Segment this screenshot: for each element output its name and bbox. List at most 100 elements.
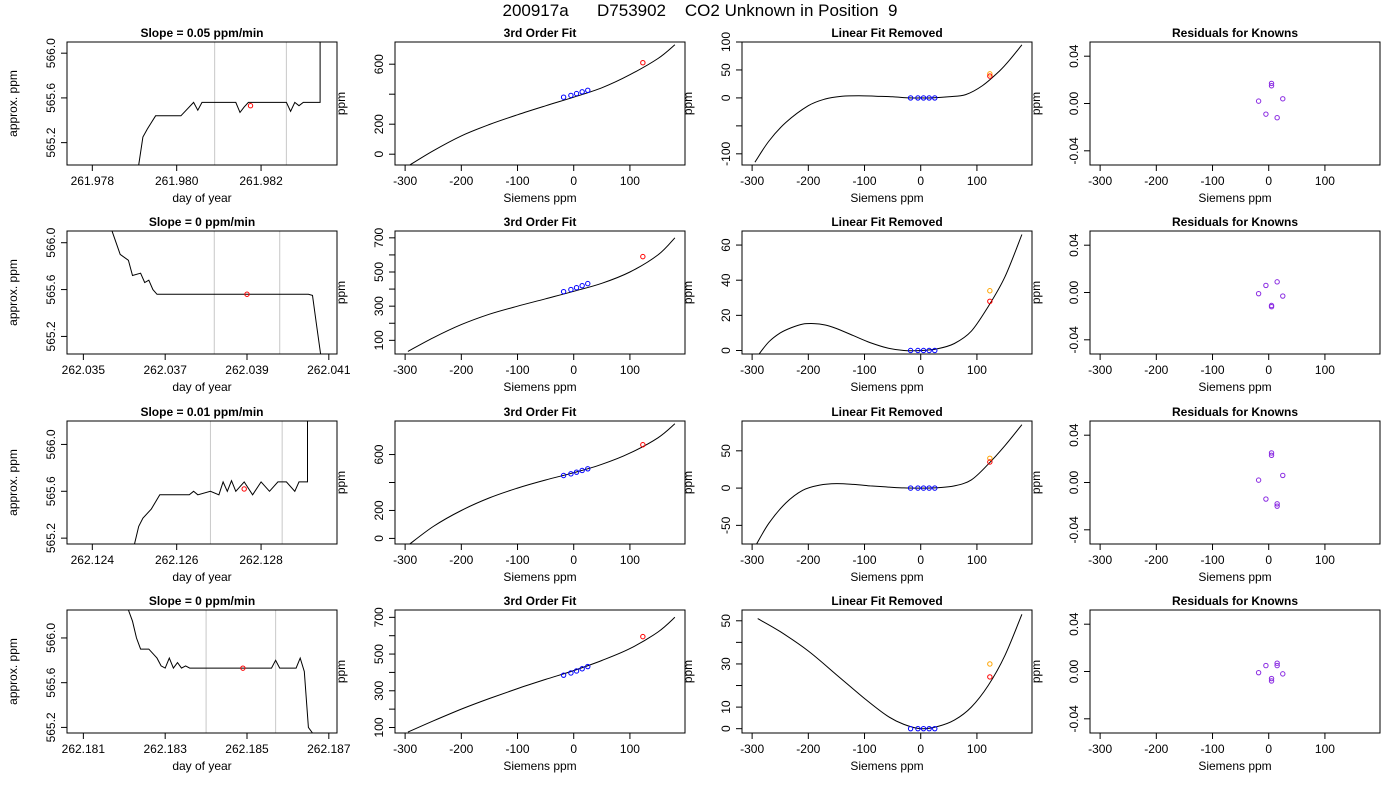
x-tick-label: 100 xyxy=(1315,553,1335,567)
x-tick-label: -200 xyxy=(449,742,473,756)
y-tick-label: -100 xyxy=(719,141,733,165)
ppm-trace-line xyxy=(138,42,321,165)
ppm-trace-line xyxy=(111,231,322,354)
y-tick-label: 10 xyxy=(719,700,733,714)
y-tick-label: 566.0 xyxy=(44,38,58,68)
residual-point xyxy=(1274,662,1280,669)
known-point xyxy=(915,347,921,354)
x-tick-label: -200 xyxy=(1144,363,1168,377)
known-point xyxy=(585,280,591,287)
y-tick-label: 100 xyxy=(372,717,386,737)
y-axis-label: ppm xyxy=(1029,92,1043,115)
plot-frame xyxy=(1089,41,1381,166)
residual-point xyxy=(1255,477,1262,483)
y-tick-label: 200 xyxy=(372,500,386,520)
known-point xyxy=(932,347,938,354)
panel-r1-c2: 3rd Order Fit Siemens ppm ppm -300 -200 -100 0… xyxy=(334,26,686,205)
residual-point xyxy=(1274,501,1280,507)
plot-area xyxy=(407,616,676,733)
plot-area xyxy=(408,44,676,165)
x-tick-label: 0 xyxy=(1265,363,1272,377)
y-tick-label: 566.0 xyxy=(44,227,58,257)
plot-frame xyxy=(1089,420,1381,545)
residual-point xyxy=(1268,83,1275,89)
x-tick-label: 100 xyxy=(620,553,640,567)
x-tick-label: -300 xyxy=(740,363,764,377)
panel-r3-c4: Residuals for Knowns Siemens ppm ppm -300 -2… xyxy=(1029,405,1381,584)
y-tick-label: 0.04 xyxy=(1067,233,1081,257)
residual-point xyxy=(1280,293,1286,299)
x-tick-label: -200 xyxy=(1144,742,1168,756)
y-axis-label: ppm xyxy=(681,281,695,304)
plot-frame xyxy=(394,41,686,166)
y-tick-label: 300 xyxy=(372,296,386,316)
unknown_raw-point xyxy=(987,661,993,667)
plot-frame xyxy=(66,230,338,355)
y-tick-label: 100 xyxy=(719,32,733,52)
known-point xyxy=(907,725,914,732)
x-tick-label: 0 xyxy=(1265,742,1272,756)
unknown_fit-point xyxy=(987,298,993,304)
x-tick-label: -200 xyxy=(449,174,473,188)
x-axis-label: Siemens ppm xyxy=(1198,570,1271,584)
ppm-trace-line xyxy=(134,421,308,544)
x-axis-label: day of year xyxy=(172,191,231,205)
x-tick-label: 262.035 xyxy=(62,363,106,377)
residual-point xyxy=(1280,671,1286,677)
x-tick-label: -300 xyxy=(1088,174,1112,188)
panel-r2-c4: Residuals for Knowns Siemens ppm ppm -300 -2… xyxy=(1029,215,1381,394)
x-tick-label: 261.980 xyxy=(155,174,199,188)
residual-point xyxy=(1268,450,1275,456)
y-axis-label: approx. ppm xyxy=(6,259,20,326)
x-tick-label: -300 xyxy=(740,742,764,756)
y-tick-label: 0.00 xyxy=(1067,470,1081,494)
panel-r4-c4: Residuals for Knowns Siemens ppm ppm -300 -2… xyxy=(1029,594,1381,773)
y-axis-label: ppm xyxy=(681,471,695,494)
y-tick-label: 600 xyxy=(372,54,386,74)
x-tick-label: 262.124 xyxy=(71,553,115,567)
x-axis-label: Siemens ppm xyxy=(503,759,576,773)
x-tick-label: -300 xyxy=(1088,553,1112,567)
residual-point xyxy=(1268,302,1275,309)
x-tick-label: 100 xyxy=(967,174,987,188)
y-tick-label: -0.04 xyxy=(1067,705,1081,733)
residual-point xyxy=(1274,660,1280,666)
x-tick-label: 100 xyxy=(1315,363,1335,377)
panel-title: Residuals for Knowns xyxy=(1172,405,1298,419)
plot-area xyxy=(1255,80,1286,121)
x-axis-label: Siemens ppm xyxy=(850,191,923,205)
plot-frame xyxy=(1089,609,1381,734)
x-tick-label: 100 xyxy=(967,553,987,567)
y-axis-label: ppm xyxy=(681,92,695,115)
x-tick-label: 100 xyxy=(967,363,987,377)
known-point xyxy=(585,663,591,670)
panel-title: 3rd Order Fit xyxy=(504,215,577,229)
y-tick-label: 565.2 xyxy=(44,321,58,351)
panel-r4-c3: Linear Fit Removed Siemens ppm ppm -300 -200… xyxy=(681,594,1033,773)
panel-title: Slope = 0 ppm/min xyxy=(149,215,255,229)
x-tick-label: 261.982 xyxy=(239,174,283,188)
panel-r4-c2: 3rd Order Fit Siemens ppm ppm -300 -200 -100 0… xyxy=(334,594,686,773)
y-tick-label: 50 xyxy=(719,444,733,458)
x-tick-label: 262.041 xyxy=(307,363,351,377)
y-tick-label: 566.0 xyxy=(44,623,58,653)
plot-area xyxy=(408,423,676,544)
fit-curve-line xyxy=(407,616,676,733)
known-point xyxy=(926,347,932,354)
plot-frame xyxy=(741,420,1033,545)
x-tick-label: 0 xyxy=(917,553,924,567)
y-tick-label: 20 xyxy=(719,308,733,322)
y-tick-label: 565.2 xyxy=(44,127,58,157)
plot-area xyxy=(111,231,322,354)
x-tick-label: 100 xyxy=(620,174,640,188)
plot-frame xyxy=(741,41,1033,166)
x-axis-label: day of year xyxy=(172,759,231,773)
x-tick-label: 0 xyxy=(1265,553,1272,567)
x-tick-label: -300 xyxy=(393,553,417,567)
x-axis-label: Siemens ppm xyxy=(850,380,923,394)
y-axis-label: approx. ppm xyxy=(6,449,20,516)
known-point xyxy=(932,95,938,101)
plot-frame xyxy=(66,420,338,545)
y-axis-label: ppm xyxy=(1029,660,1043,683)
x-tick-label: -100 xyxy=(853,174,877,188)
